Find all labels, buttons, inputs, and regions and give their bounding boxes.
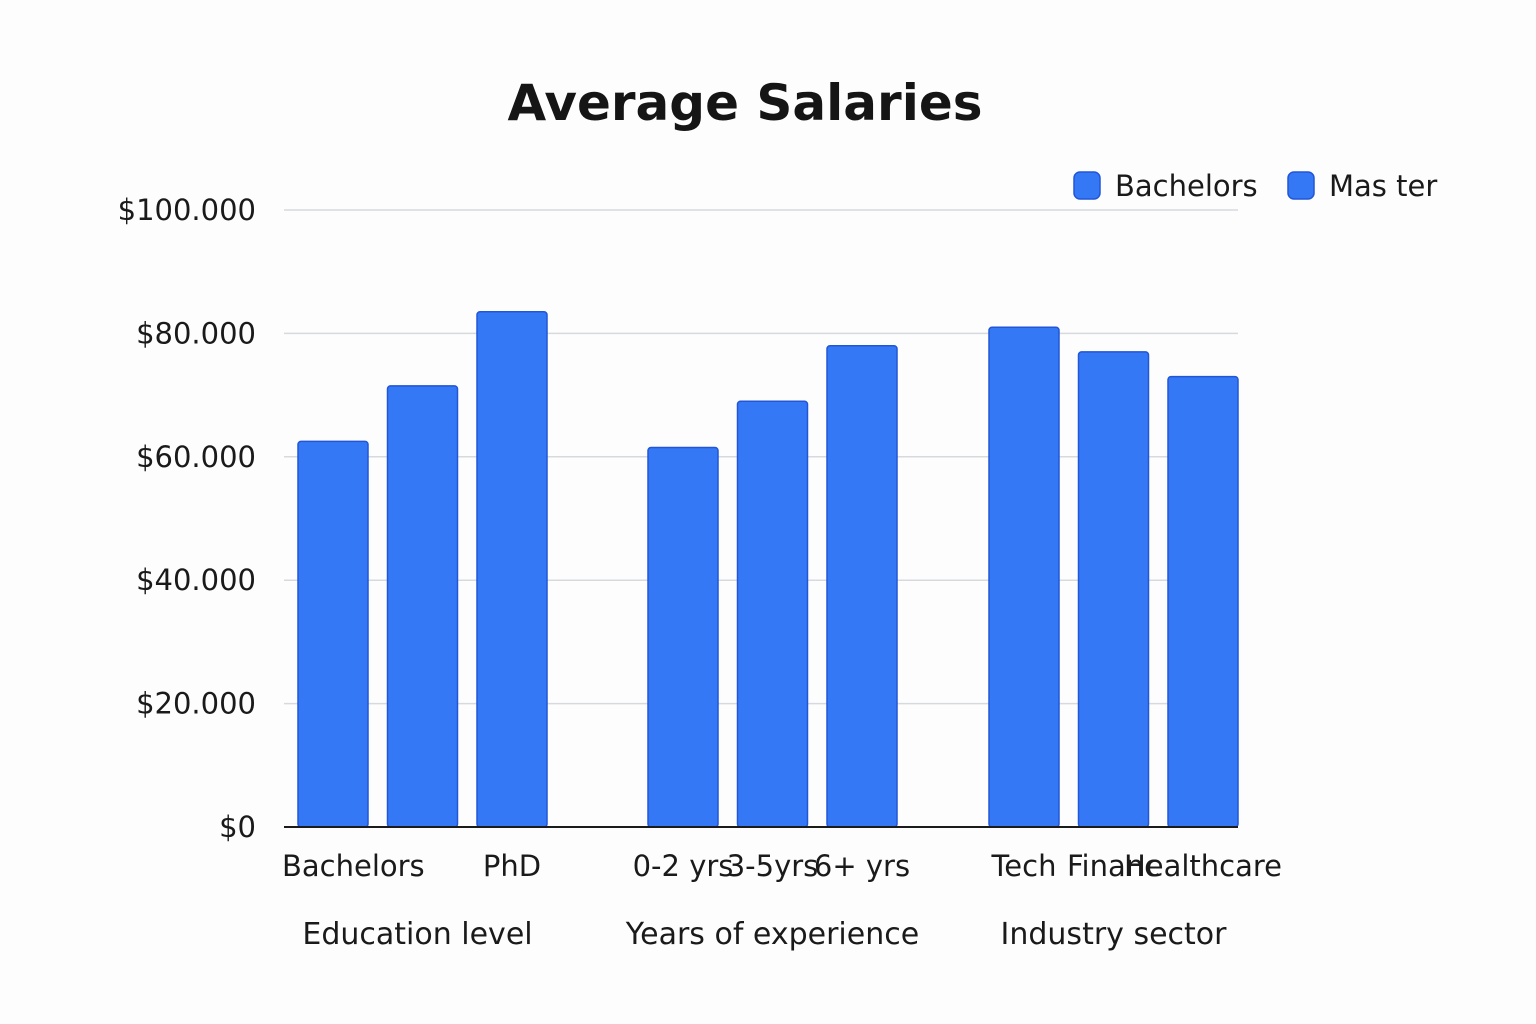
bar (736, 400, 809, 828)
chart-title: Average Salaries (507, 74, 982, 132)
x-category-label: Bachelors (282, 849, 425, 883)
y-tick-label: $40.000 (136, 563, 256, 597)
bar (826, 344, 898, 828)
y-tick-label: $20.000 (136, 687, 256, 721)
y-tick-label: $0 (219, 810, 256, 844)
y-tick-label: $60.000 (136, 440, 256, 474)
x-group-label: Education level (302, 917, 532, 952)
x-group-label: Years of experience (625, 917, 919, 952)
group-labels: Education level Years of experience Indust… (302, 917, 1227, 952)
bar (647, 446, 719, 828)
y-tick-label: $100.000 (118, 193, 256, 227)
bar (476, 311, 548, 828)
bars (297, 311, 1239, 828)
legend: Bachelors Mas ter (1073, 169, 1437, 203)
x-category-label: Tech (991, 849, 1057, 883)
legend-label: Bachelors (1115, 169, 1258, 203)
y-tick-label: $80.000 (136, 316, 256, 350)
x-category-label: Healthcare (1124, 849, 1282, 883)
x-category-label: 0-2 yrs (633, 849, 734, 883)
legend-label: Mas ter (1329, 169, 1437, 203)
x-group-label: Industry sector (1001, 917, 1228, 952)
y-axis-ticks: $0 $20.000 $40.000 $60.000 $80.000 $100.000 (118, 193, 256, 844)
x-category-label: 3-5yrs (727, 849, 819, 883)
legend-swatch (1073, 171, 1101, 200)
legend-swatch (1287, 171, 1315, 200)
bar (1077, 351, 1150, 828)
bar (386, 385, 459, 828)
x-category-label: Financ (1067, 849, 1160, 883)
x-category-label: 6+ yrs (814, 849, 910, 883)
x-category-label: PhD (483, 849, 541, 883)
bar (1167, 375, 1239, 828)
bar (988, 326, 1060, 828)
bar (297, 440, 369, 828)
